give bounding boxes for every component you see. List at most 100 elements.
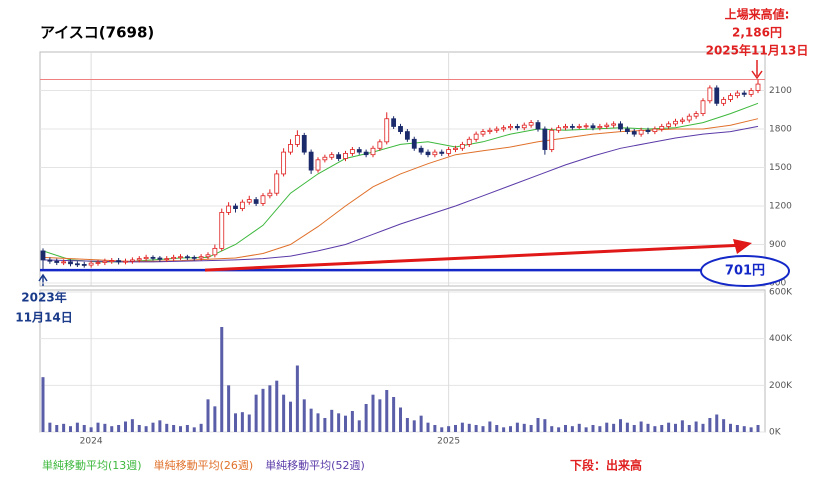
- candle-body: [281, 151, 287, 175]
- candle-body: [274, 173, 280, 194]
- candle-body: [466, 138, 472, 145]
- volume-bar: [364, 404, 368, 432]
- candle-body: [446, 149, 452, 154]
- volume-bar: [495, 425, 499, 432]
- candle-body: [686, 115, 692, 121]
- volume-bar: [165, 423, 169, 432]
- trend-arrow: [204, 243, 746, 272]
- candle-body: [226, 205, 232, 213]
- y-tick-label: 600K: [769, 288, 793, 298]
- x-tick-label: 2024: [80, 437, 103, 447]
- volume-bar: [82, 425, 86, 432]
- candle-body: [439, 151, 445, 154]
- price-panel: [39, 51, 766, 287]
- volume-bar: [185, 425, 189, 432]
- volume-bar: [261, 388, 265, 432]
- candle-body: [143, 256, 149, 260]
- volume-bar: [282, 394, 286, 432]
- candle-body: [349, 149, 355, 154]
- candle-body: [453, 147, 458, 150]
- volume-bar: [536, 418, 540, 432]
- volume-bar: [137, 425, 141, 432]
- volume-bar: [515, 422, 519, 432]
- candle-body: [246, 199, 252, 203]
- candle-body: [666, 123, 672, 127]
- candle-body: [563, 126, 568, 129]
- candle-body: [508, 126, 513, 129]
- candle-body: [618, 123, 623, 130]
- candle-body: [322, 156, 328, 161]
- volume-bar: [144, 426, 148, 432]
- volume-bar: [653, 426, 657, 432]
- volume-bar: [289, 401, 292, 432]
- y-tick-label: 1200: [769, 202, 792, 212]
- y-tick-label: 600: [769, 279, 786, 289]
- volume-bar: [660, 425, 664, 432]
- volume-bar: [433, 425, 437, 432]
- volume-bar: [62, 423, 66, 432]
- candle-body: [253, 199, 259, 204]
- y-tick-label: 1500: [769, 163, 792, 173]
- y-tick-label: 900: [769, 240, 786, 250]
- candle-body: [583, 125, 589, 128]
- candle-body: [61, 261, 67, 264]
- volume-bar: [488, 421, 492, 432]
- volume-bar: [96, 422, 100, 432]
- candle-body: [714, 87, 720, 104]
- candle-body: [652, 128, 658, 132]
- candle-body: [611, 123, 617, 126]
- candle-body: [721, 99, 727, 104]
- volume-bar: [124, 421, 127, 432]
- candle-body: [473, 133, 479, 140]
- volume-bar: [350, 411, 354, 432]
- candle-body: [576, 126, 582, 128]
- volume-bar: [612, 423, 616, 432]
- y-tick-label: 200K: [769, 381, 793, 391]
- candle-body: [191, 256, 197, 259]
- volume-bar: [240, 412, 244, 432]
- candle-body: [638, 129, 644, 135]
- volume-bar: [509, 426, 512, 432]
- volume-bar: [687, 425, 691, 432]
- volume-bar: [639, 421, 643, 432]
- candle-body: [116, 260, 122, 263]
- candle-body: [459, 144, 465, 149]
- record-title: 上場来高値:: [725, 7, 790, 22]
- candle-body: [102, 260, 108, 263]
- candle-body: [260, 195, 266, 204]
- candle-body: [741, 92, 747, 95]
- volume-bar: [454, 425, 457, 432]
- volume-bar: [474, 425, 478, 432]
- candle-body: [590, 125, 596, 129]
- candle-body: [68, 261, 73, 265]
- candle-body: [411, 138, 417, 149]
- volume-bar: [605, 422, 609, 432]
- candle-body: [157, 257, 163, 260]
- volume-panel: [39, 289, 766, 433]
- candle-body: [707, 87, 713, 102]
- candle-body: [47, 259, 53, 262]
- volume-bar: [309, 408, 313, 432]
- candle-body: [404, 131, 410, 140]
- candle-body: [370, 147, 376, 156]
- volume-bar: [557, 427, 561, 432]
- volume-bar: [591, 425, 595, 432]
- volume-bar: [584, 427, 588, 432]
- volume-bar: [89, 427, 93, 432]
- candle-body: [748, 90, 754, 95]
- volume-bar: [220, 327, 224, 432]
- volume-bar: [715, 414, 719, 432]
- volume-bar: [646, 423, 650, 432]
- candle-body: [74, 263, 80, 266]
- candle-body: [398, 126, 403, 132]
- candle-body: [624, 128, 630, 132]
- volume-bar: [385, 390, 389, 432]
- volume-bar: [399, 407, 402, 432]
- candle-body: [184, 256, 190, 259]
- candle-body: [391, 118, 397, 127]
- volume-bar: [213, 406, 217, 432]
- volume-bar: [522, 423, 526, 432]
- candle-body: [363, 151, 369, 156]
- candle-body: [150, 256, 156, 259]
- volume-bar: [344, 415, 347, 432]
